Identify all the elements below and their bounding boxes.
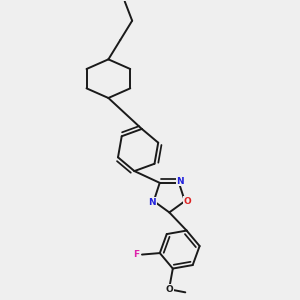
Text: N: N [148,197,156,206]
Text: O: O [166,285,174,294]
Text: N: N [177,177,184,186]
Text: O: O [183,196,191,206]
Text: F: F [134,250,140,259]
